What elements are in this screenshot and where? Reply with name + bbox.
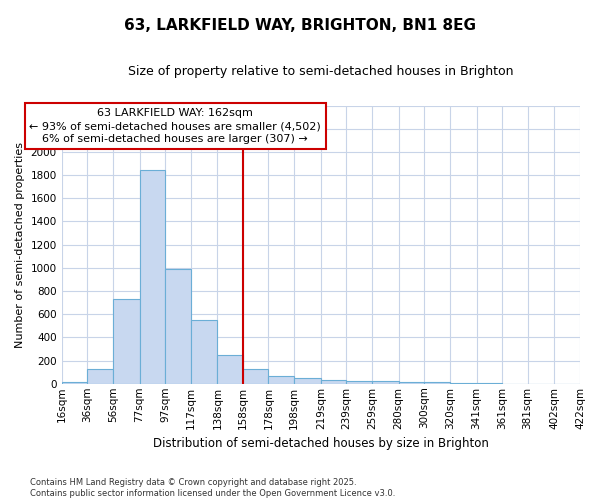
Y-axis label: Number of semi-detached properties: Number of semi-detached properties (15, 142, 25, 348)
Text: 63, LARKFIELD WAY, BRIGHTON, BN1 8EG: 63, LARKFIELD WAY, BRIGHTON, BN1 8EG (124, 18, 476, 32)
Bar (450, 383, 476, 384)
Text: 63 LARKFIELD WAY: 162sqm
← 93% of semi-detached houses are smaller (4,502)
6% of: 63 LARKFIELD WAY: 162sqm ← 93% of semi-d… (29, 108, 321, 144)
X-axis label: Distribution of semi-detached houses by size in Brighton: Distribution of semi-detached houses by … (153, 437, 489, 450)
Bar (62, 382, 87, 384)
Text: Contains HM Land Registry data © Crown copyright and database right 2025.
Contai: Contains HM Land Registry data © Crown c… (30, 478, 395, 498)
Bar (217, 355, 243, 384)
Bar (424, 382, 450, 384)
Bar (165, 269, 191, 384)
Bar (243, 368, 268, 384)
Bar (113, 299, 140, 384)
Bar (191, 320, 217, 384)
Bar (476, 383, 502, 384)
Bar (294, 378, 321, 384)
Bar (140, 170, 165, 384)
Bar (87, 368, 113, 384)
Bar (268, 376, 294, 384)
Bar (321, 380, 346, 384)
Title: Size of property relative to semi-detached houses in Brighton: Size of property relative to semi-detach… (128, 65, 514, 78)
Bar (399, 382, 424, 384)
Bar (372, 382, 399, 384)
Bar (346, 381, 372, 384)
